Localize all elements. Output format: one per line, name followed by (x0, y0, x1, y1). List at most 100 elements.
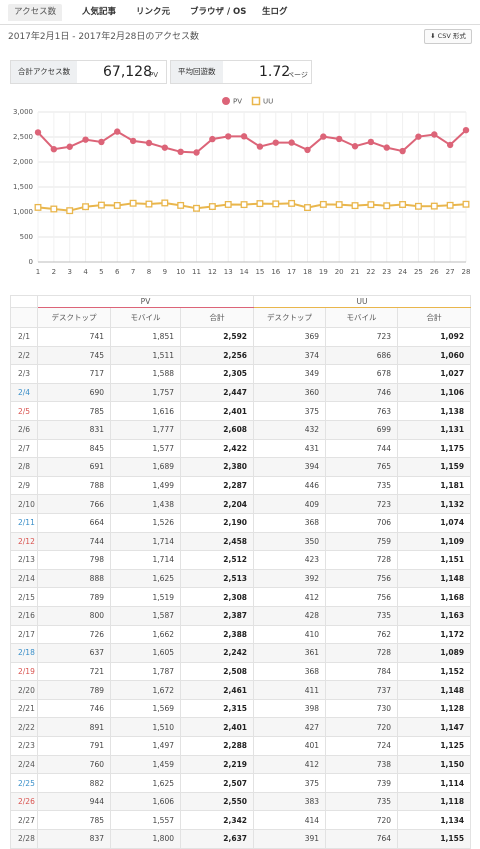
value-cell: 391 (253, 829, 327, 849)
value-cell: 398 (253, 699, 327, 719)
date-cell: 2/18 (10, 643, 38, 663)
value-cell: 788 (37, 476, 111, 496)
table-row: 2/22 891 1,510 2,401 427 720 1,147 (10, 717, 472, 738)
value-cell: 1,134 (397, 810, 472, 831)
date-cell: 2/21 (10, 699, 38, 719)
avg-box: 平均回遊数 1.72 ページ (170, 60, 312, 84)
point (161, 144, 169, 151)
value-cell: 2,388 (180, 625, 255, 645)
point (256, 143, 264, 150)
point (335, 201, 343, 209)
value-cell: 1,118 (397, 792, 472, 812)
table-row: 2/28 837 1,800 2,637 391 764 1,155 (10, 829, 472, 849)
value-cell: 1,128 (397, 699, 472, 719)
x-tick-label: 13 (224, 268, 233, 276)
value-cell: 375 (253, 401, 327, 421)
date-cell: 2/23 (10, 736, 38, 756)
x-tick-label: 20 (335, 268, 344, 276)
date-cell: 2/13 (10, 550, 38, 570)
date-cell: 2/9 (10, 476, 38, 496)
value-cell: 392 (253, 569, 327, 589)
legend-marker (251, 96, 261, 106)
date-cell: 2/26 (10, 792, 38, 812)
value-cell: 2,608 (180, 420, 255, 440)
date-cell: 2/27 (10, 810, 38, 831)
tab[interactable]: 人気記事 (82, 7, 117, 17)
point (272, 139, 279, 146)
point (367, 201, 375, 209)
csv-label[interactable]: CSV 形式 (437, 32, 466, 40)
point (113, 201, 121, 209)
tab[interactable]: アクセス数 (8, 4, 63, 21)
value-cell: 724 (325, 736, 399, 756)
date-cell: 2/20 (10, 680, 38, 700)
date-cell: 2/3 (10, 364, 38, 384)
x-tick-label: 16 (271, 268, 280, 276)
tab[interactable]: リンク元 (136, 7, 171, 17)
value-cell: 789 (37, 680, 111, 700)
date-cell: 2/16 (10, 606, 38, 626)
point (446, 141, 454, 149)
table-row: 2/17 726 1,662 2,388 410 762 1,172 (10, 625, 472, 645)
value-cell: 369 (253, 327, 327, 347)
date-cell: 2/15 (10, 587, 38, 607)
value-cell: 2,508 (180, 662, 255, 682)
value-cell: 735 (325, 792, 399, 812)
value-cell: 664 (37, 513, 111, 533)
x-tick-label: 5 (99, 268, 103, 276)
series-line (37, 129, 467, 154)
value-cell: 756 (325, 587, 399, 607)
point (145, 200, 153, 208)
value-cell: 432 (253, 420, 327, 440)
x-tick-label: 2 (52, 268, 56, 276)
column-header: モバイル (325, 307, 399, 328)
point (272, 200, 280, 208)
value-cell: 2,637 (180, 829, 255, 849)
x-tick-label: 24 (398, 268, 407, 276)
value-cell: 2,401 (180, 401, 255, 421)
value-cell: 1,459 (110, 755, 181, 775)
value-cell: 760 (37, 755, 111, 775)
point (97, 201, 105, 209)
value-cell: 723 (325, 327, 399, 347)
value-cell: 2,507 (180, 773, 255, 793)
value-cell: 763 (325, 401, 399, 421)
value-cell: 691 (37, 457, 111, 477)
date-cell: 2/5 (10, 401, 38, 421)
value-cell: 759 (325, 532, 399, 552)
date-cell: 2/4 (10, 383, 38, 403)
x-tick-label: 4 (83, 268, 88, 276)
point (319, 200, 327, 208)
value-cell: 1,125 (397, 736, 472, 756)
value-cell: 762 (325, 625, 399, 645)
value-cell: 394 (253, 457, 327, 477)
table-row: 2/14 888 1,625 2,513 392 756 1,148 (10, 569, 472, 589)
value-cell: 1,438 (110, 494, 181, 514)
y-tick-label: 500 (20, 233, 33, 241)
value-cell: 798 (37, 550, 111, 570)
value-cell: 1,588 (110, 364, 181, 384)
value-cell: 1,757 (110, 383, 181, 403)
value-cell: 744 (37, 532, 111, 552)
value-cell: 1,851 (110, 327, 181, 347)
value-cell: 837 (37, 829, 111, 849)
point (34, 203, 42, 211)
table-row: 2/21 746 1,569 2,315 398 730 1,128 (10, 699, 472, 719)
value-cell: 723 (325, 494, 399, 514)
table-row: 2/11 664 1,526 2,190 368 706 1,074 (10, 513, 472, 533)
value-cell: 2,256 (180, 346, 255, 366)
point (256, 200, 264, 208)
value-cell: 1,092 (397, 327, 472, 347)
value-cell: 746 (325, 383, 399, 403)
value-cell: 368 (253, 662, 327, 682)
tab[interactable]: ブラウザ / OS (190, 7, 247, 17)
value-cell: 1,777 (110, 420, 181, 440)
value-cell: 765 (325, 457, 399, 477)
value-cell: 1,181 (397, 476, 472, 496)
value-cell: 360 (253, 383, 327, 403)
csv-button[interactable]: ⬇ CSV 形式 (424, 29, 472, 44)
value-cell: 2,342 (180, 810, 255, 831)
tab[interactable]: 生ログ (262, 7, 288, 17)
value-cell: 1,089 (397, 643, 472, 663)
value-cell: 1,625 (110, 773, 181, 793)
